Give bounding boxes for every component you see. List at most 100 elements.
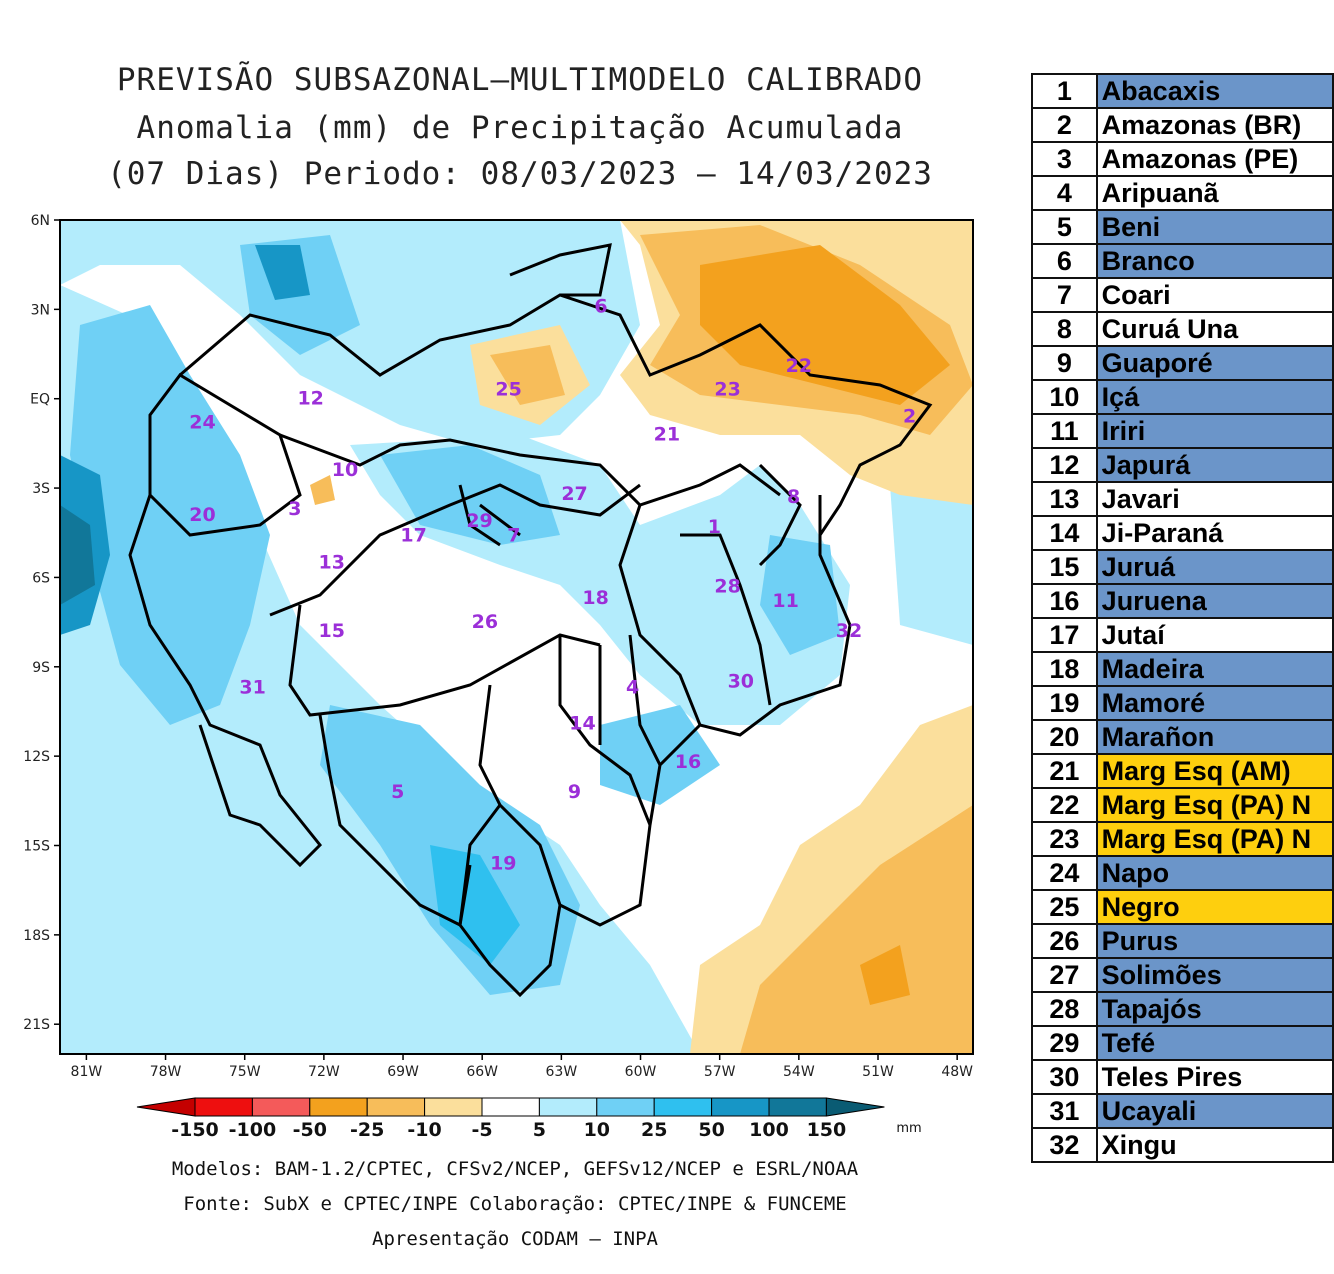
basin-legend-table: 1 Abacaxis 2 Amazonas (BR) 3 Amazonas (PE) 4 Ar… — [1031, 73, 1334, 1163]
basin-name: Curuá Una — [1095, 311, 1334, 347]
basin-label-3: 3 — [288, 498, 301, 520]
colorbar-unit: mm — [896, 1121, 921, 1136]
basin-label-7: 7 — [507, 525, 520, 547]
lat-tick-label: 12S — [23, 749, 50, 765]
colorbar-label: -5 — [471, 1119, 492, 1141]
basin-row: 6 Branco — [1031, 243, 1334, 279]
lon-tick-label: 48W — [941, 1064, 973, 1080]
basin-number: 20 — [1031, 719, 1098, 755]
basin-label-14: 14 — [569, 712, 595, 734]
colorbar-label: -150 — [171, 1119, 219, 1141]
basin-number: 16 — [1031, 583, 1098, 619]
lon-tick-label: 81W — [71, 1064, 103, 1080]
colorbar-segment — [653, 1097, 713, 1117]
basin-label-18: 18 — [582, 587, 608, 609]
colorbar-label: 5 — [533, 1119, 546, 1141]
basin-number: 24 — [1031, 855, 1098, 891]
basin-name: Teles Pires — [1095, 1059, 1334, 1095]
basin-number: 11 — [1031, 413, 1098, 449]
basin-name: Amazonas (BR) — [1095, 107, 1334, 143]
basin-name: Marg Esq (PA) N — [1095, 821, 1334, 857]
colorbar-segment — [711, 1097, 770, 1117]
basin-label-15: 15 — [319, 620, 345, 642]
basin-label-13: 13 — [319, 551, 345, 573]
basin-row: 5 Beni — [1031, 209, 1334, 245]
colorbar-segment — [596, 1097, 655, 1117]
basin-label-27: 27 — [561, 483, 587, 505]
colorbar-segment — [768, 1097, 827, 1117]
basin-label-30: 30 — [728, 671, 754, 693]
colorbar-label: 100 — [749, 1119, 789, 1141]
lat-tick-label: 18S — [23, 928, 50, 944]
basin-row: 18 Madeira — [1031, 651, 1334, 687]
basin-name: Tefé — [1095, 1025, 1334, 1061]
basin-row: 13 Javari — [1031, 481, 1334, 517]
basin-label-10: 10 — [332, 459, 358, 481]
basin-number: 26 — [1031, 923, 1098, 959]
basin-name: Jutaí — [1095, 617, 1334, 653]
lat-tick-label: 6N — [31, 213, 50, 229]
basin-name: Içá — [1095, 379, 1334, 415]
presentation-note: Apresentação CODAM — INPA — [372, 1228, 658, 1250]
colorbar-segment — [538, 1097, 598, 1117]
source-note: Fonte: SubX e CPTEC/INPE Colaboração: CP… — [183, 1193, 847, 1215]
axis-ticks: 6N 3N EQ 3S 6S 9S 12S 15S 18S 21S 81W 78W 75W 72W 69W 6… — [23, 213, 973, 1080]
colorbar-label: 50 — [698, 1119, 724, 1141]
basin-label-4: 4 — [626, 677, 639, 699]
colorbar-left-arrow — [136, 1097, 196, 1117]
basin-number: 14 — [1031, 515, 1098, 551]
basin-name: Coari — [1095, 277, 1334, 313]
basin-name: Purus — [1095, 923, 1334, 959]
basin-row: 19 Mamoré — [1031, 685, 1334, 721]
basin-number: 10 — [1031, 379, 1098, 415]
colorbar-right-arrow — [825, 1097, 885, 1117]
basin-row: 4 Aripuanã — [1031, 175, 1334, 211]
basin-number: 21 — [1031, 753, 1098, 789]
precipitation-anomaly-map: 6N 3N EQ 3S 6S 9S 12S 15S 18S 21S 81W 78W 75W 72W 69W 6… — [23, 213, 974, 1141]
basin-name: Ucayali — [1095, 1093, 1334, 1129]
colorbar-segment — [309, 1097, 368, 1117]
basin-number: 2 — [1031, 107, 1098, 143]
basin-label-9: 9 — [568, 781, 581, 803]
basin-row: 1 Abacaxis — [1031, 73, 1334, 109]
colorbar-label: -50 — [293, 1119, 327, 1141]
basin-number: 15 — [1031, 549, 1098, 585]
basin-row: 29 Tefé — [1031, 1025, 1334, 1061]
basin-row: 21 Marg Esq (AM) — [1031, 753, 1334, 789]
basin-row: 12 Japurá — [1031, 447, 1334, 483]
basin-row: 27 Solimões — [1031, 957, 1334, 993]
basin-row: 15 Juruá — [1031, 549, 1334, 585]
basin-row: 31 Ucayali — [1031, 1093, 1334, 1129]
basin-label-19: 19 — [490, 852, 516, 874]
basin-row: 23 Marg Esq (PA) N — [1031, 821, 1334, 857]
basin-number: 3 — [1031, 141, 1098, 177]
basin-number: 32 — [1031, 1127, 1098, 1163]
colorbar-segment — [194, 1097, 253, 1117]
basin-row: 30 Teles Pires — [1031, 1059, 1334, 1095]
basin-row: 17 Jutaí — [1031, 617, 1334, 653]
basin-row: 14 Ji-Paraná — [1031, 515, 1334, 551]
basin-label-12: 12 — [297, 388, 323, 410]
colorbar-label: -10 — [407, 1119, 441, 1141]
basin-name: Aripuanã — [1095, 175, 1334, 211]
map-subtitle: Anomalia (mm) de Precipitação Acumulada — [136, 110, 904, 146]
lat-tick-label: 6S — [32, 570, 50, 586]
basin-name: Iriri — [1095, 413, 1334, 449]
basin-name: Marg Esq (AM) — [1095, 753, 1334, 789]
basin-label-31: 31 — [239, 677, 265, 699]
lon-tick-label: 78W — [150, 1064, 182, 1080]
basin-label-24: 24 — [189, 412, 215, 434]
lat-tick-label: 21S — [23, 1017, 50, 1033]
basin-name: Xingu — [1095, 1127, 1334, 1163]
colorbar-label: -100 — [229, 1119, 277, 1141]
colorbar-segment — [366, 1097, 426, 1117]
basin-number: 23 — [1031, 821, 1098, 857]
basin-row: 9 Guaporé — [1031, 345, 1334, 381]
lat-tick-label: 3N — [31, 302, 50, 318]
basin-name: Marañon — [1095, 719, 1334, 755]
lat-tick-label: 3S — [32, 481, 50, 497]
basin-number: 7 — [1031, 277, 1098, 313]
lon-tick-label: 54W — [783, 1064, 815, 1080]
basin-name: Ji-Paraná — [1095, 515, 1334, 551]
colorbar-label: 10 — [584, 1119, 610, 1141]
